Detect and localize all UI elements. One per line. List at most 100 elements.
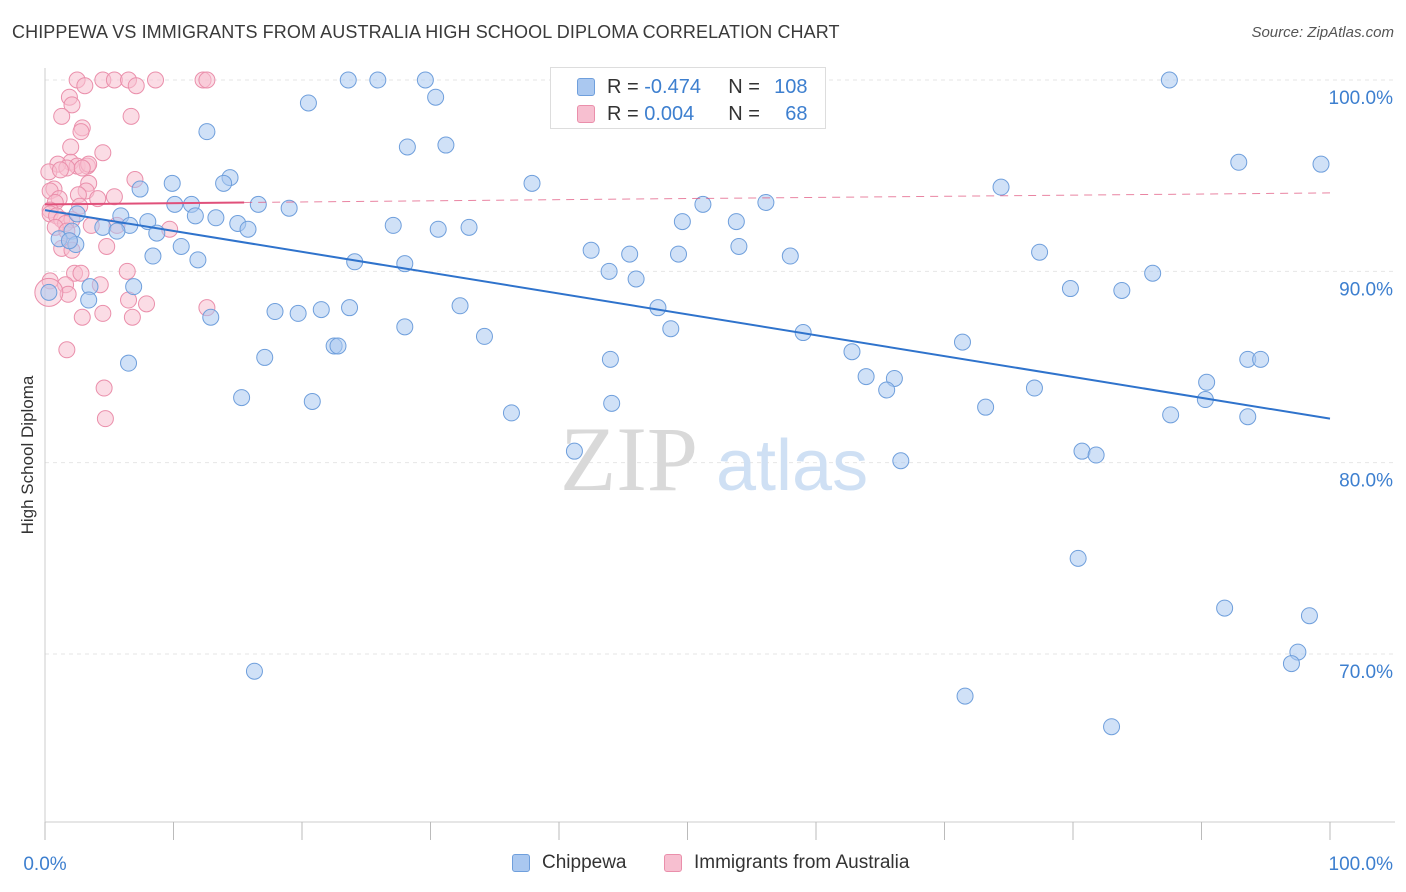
bottom-legend-chippewa: Chippewa <box>512 852 627 874</box>
legend-label: Immigrants from Australia <box>694 852 910 873</box>
australia-point <box>95 379 113 397</box>
source-label: Source: ZipAtlas.com <box>1251 24 1394 41</box>
chippewa-point <box>202 308 220 326</box>
chippewa-point <box>131 180 149 198</box>
chippewa-point <box>627 270 645 288</box>
chippewa-point <box>280 199 298 217</box>
chippewa-point <box>878 381 896 399</box>
chippewa-point <box>565 442 583 460</box>
r-value: -0.474 <box>644 75 701 98</box>
y-axis-label: High School Diploma <box>18 375 37 535</box>
chippewa-point <box>1230 153 1248 171</box>
trend-lines <box>44 192 1331 420</box>
australia-point <box>198 71 216 89</box>
chippewa-point <box>163 174 181 192</box>
chippewa-points <box>40 71 1330 736</box>
chippewa-point <box>600 262 618 280</box>
australia-point <box>123 308 141 326</box>
chippewa-trend-line <box>44 209 1331 420</box>
australia-point <box>73 159 91 177</box>
chippewa-point <box>1144 264 1162 282</box>
australia-point <box>73 308 91 326</box>
legend-row-australia: R = 0.004 N = 68 <box>551 101 808 127</box>
n-label: N = <box>728 75 760 98</box>
chippewa-point <box>166 195 184 213</box>
chippewa-point <box>40 283 58 301</box>
x-tick-labels: 0.0% 100.0% <box>23 854 1393 875</box>
australia-point <box>59 285 77 303</box>
chippewa-point <box>1162 406 1180 424</box>
chippewa-point <box>1312 155 1330 173</box>
bottom-legend-australia: Immigrants from Australia <box>664 852 909 874</box>
chippewa-point <box>266 303 284 321</box>
n-value: 108 <box>774 75 808 98</box>
y-tick-label: 80.0% <box>1339 471 1393 492</box>
chippewa-point <box>1282 655 1300 673</box>
chippewa-point <box>1160 71 1178 89</box>
chippewa-point <box>992 178 1010 196</box>
y-tick-label: 70.0% <box>1339 662 1393 683</box>
chippewa-point <box>249 195 267 213</box>
chippewa-point <box>339 71 357 89</box>
chippewa-point <box>781 247 799 265</box>
chippewa-point <box>289 304 307 322</box>
chippewa-point <box>603 394 621 412</box>
chippewa-point <box>1069 549 1087 567</box>
chippewa-point <box>582 241 600 259</box>
chippewa-point <box>186 207 204 225</box>
y-tick-label: 100.0% <box>1329 88 1394 109</box>
australia-point <box>76 77 94 95</box>
chippewa-point <box>398 138 416 156</box>
gridlines <box>45 79 1395 655</box>
chippewa-point <box>80 291 98 309</box>
chippewa-point <box>207 209 225 227</box>
chippewa-point <box>977 398 995 416</box>
chippewa-point <box>621 245 639 263</box>
chippewa-point <box>601 350 619 368</box>
australia-point <box>53 107 71 125</box>
chippewa-point <box>1216 599 1234 617</box>
chippewa-point <box>857 368 875 386</box>
chippewa-point <box>299 94 317 112</box>
chippewa-point <box>670 245 688 263</box>
n-value: 68 <box>785 102 808 125</box>
y-tick-label: 90.0% <box>1339 279 1393 300</box>
chippewa-point <box>694 195 712 213</box>
australia-trend-extension <box>244 192 1331 203</box>
australia-point <box>105 71 123 89</box>
chippewa-point <box>892 452 910 470</box>
chippewa-point <box>953 333 971 351</box>
chippewa-point <box>239 220 257 238</box>
australia-point <box>105 188 123 206</box>
chippewa-point <box>215 174 233 192</box>
chippewa-point <box>125 278 143 296</box>
chippewa-point <box>303 392 321 410</box>
chippewa-point <box>60 232 78 250</box>
chippewa-point <box>256 348 274 366</box>
chippewa-point <box>1198 373 1216 391</box>
r-value: 0.004 <box>644 102 695 125</box>
chippewa-point <box>245 662 263 680</box>
chippewa-point <box>1031 243 1049 261</box>
chippewa-point <box>120 354 138 372</box>
australia-point <box>63 96 81 114</box>
australia-point <box>118 262 136 280</box>
australia-point <box>147 71 165 89</box>
australia-swatch <box>664 854 682 872</box>
chippewa-point <box>1061 280 1079 298</box>
chippewa-point <box>198 123 216 141</box>
x-tick-label: 0.0% <box>23 854 66 875</box>
chippewa-point <box>1239 408 1257 426</box>
australia-swatch <box>577 105 595 123</box>
chippewa-point <box>460 218 478 236</box>
australia-point <box>89 190 107 208</box>
watermark-zip: ZIP <box>560 408 698 510</box>
legend-row-chippewa: R = -0.474 N = 108 <box>551 74 808 100</box>
chippewa-point <box>108 222 126 240</box>
chippewa-point <box>757 193 775 211</box>
chippewa-point <box>1073 442 1091 460</box>
chippewa-point <box>1025 379 1043 397</box>
correlation-legend: R = -0.474 N = 108 R = 0.004 N = 68 <box>550 67 826 129</box>
australia-point <box>98 237 116 255</box>
x-tick-label: 100.0% <box>1329 854 1394 875</box>
